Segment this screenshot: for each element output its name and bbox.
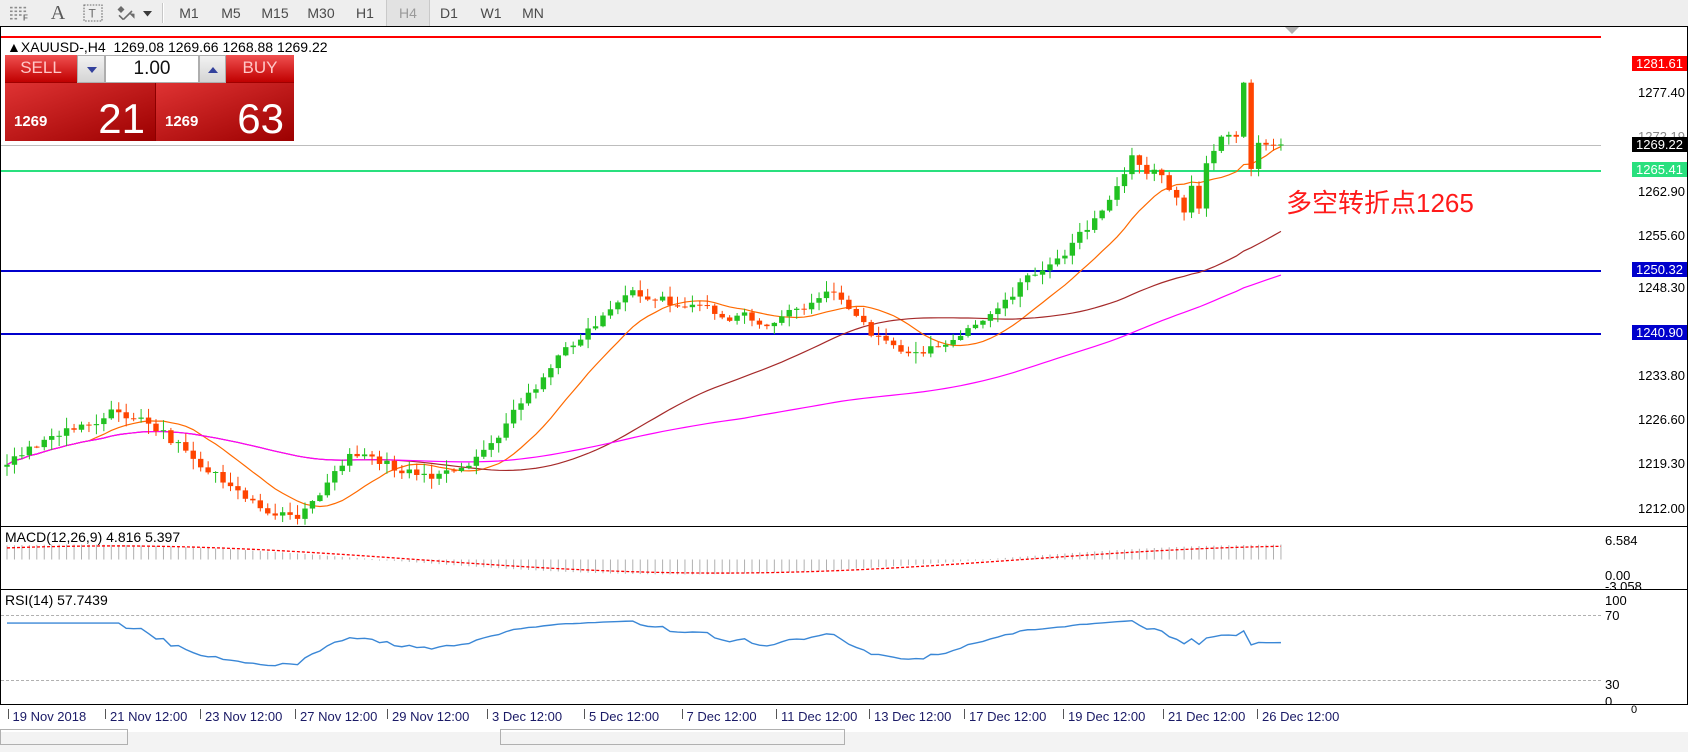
svg-text:F: F xyxy=(23,13,28,21)
svg-text:T: T xyxy=(89,7,97,21)
